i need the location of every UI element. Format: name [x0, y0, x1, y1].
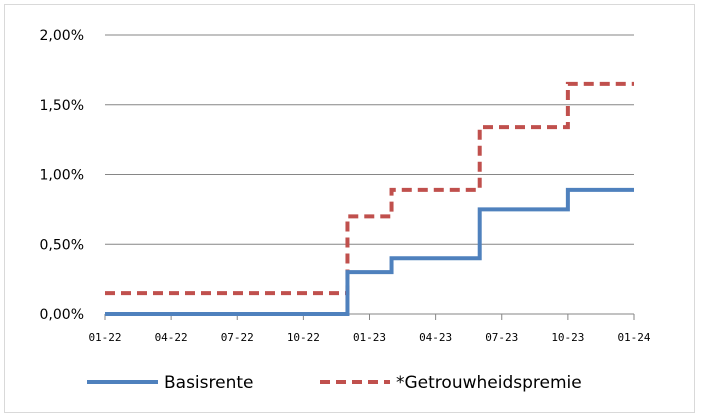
- series-line-0: [105, 187, 634, 316]
- y-tick-label: 2,00%: [40, 28, 84, 44]
- x-tick-label: 10-23: [551, 331, 584, 344]
- x-tick-label: 04-22: [155, 331, 188, 344]
- legend-label: *Getrouwheidspremie: [396, 373, 582, 393]
- x-tick-label: 01-23: [353, 331, 386, 344]
- y-tick-label: 0,00%: [40, 307, 84, 323]
- y-tick-label: 1,50%: [40, 98, 84, 114]
- gridlines: [105, 34, 634, 245]
- x-axis: 01-22 04-22 07-22 10-22 01-23 04-23 07-23 10-23…: [88, 313, 651, 344]
- y-tick-label: 0,50%: [40, 237, 84, 253]
- series-lines: [105, 81, 634, 316]
- x-tick-label: 04-23: [419, 331, 452, 344]
- x-tick-label: 07-22: [221, 331, 254, 344]
- legend: Basisrente *Getrouwheidspremie: [87, 373, 582, 393]
- chart-frame: [4, 4, 695, 413]
- x-tick-label: 01-24: [617, 331, 650, 344]
- legend-label: Basisrente: [164, 373, 254, 393]
- x-tick-label: 10-22: [287, 331, 320, 344]
- x-tick-label: 01-22: [88, 331, 121, 344]
- y-axis-ticks: 0,00% 0,50% 1,00% 1,50% 2,00%: [40, 28, 84, 323]
- x-tick-label: 07-23: [485, 331, 518, 344]
- series-line-1: [105, 81, 634, 296]
- y-tick-label: 1,00%: [40, 168, 84, 184]
